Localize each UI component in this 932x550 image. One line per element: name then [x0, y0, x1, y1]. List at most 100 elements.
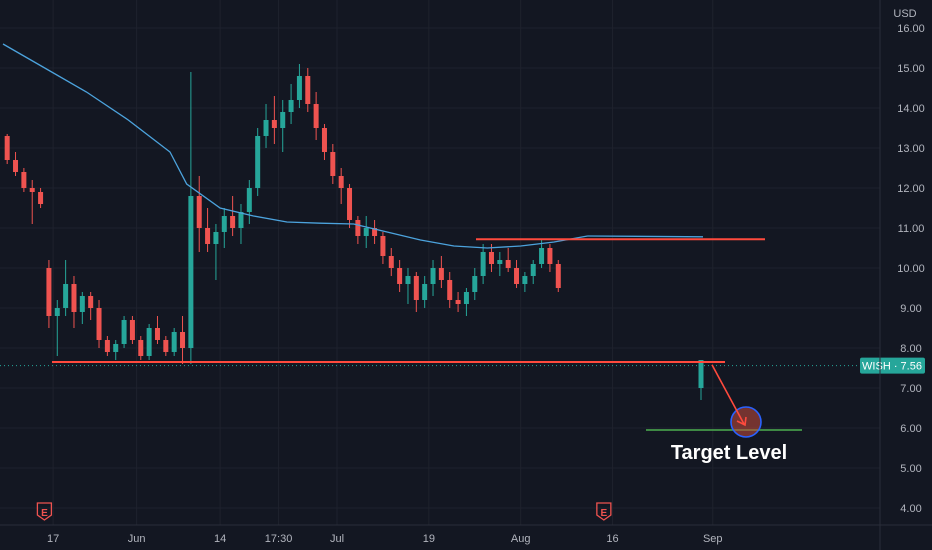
candle-body	[38, 192, 44, 204]
candle-body	[405, 276, 411, 284]
x-tick-label: 16	[606, 533, 618, 545]
candle-body	[430, 268, 436, 284]
candle-series	[4, 64, 704, 400]
candle-body	[13, 160, 19, 172]
candle-body	[296, 76, 302, 100]
candle-body	[338, 176, 344, 188]
y-tick-label: 11.00	[898, 223, 925, 235]
ma-line	[2, 43, 588, 249]
candle-body	[196, 196, 202, 228]
x-tick-label: Jul	[330, 533, 344, 545]
currency-label: USD	[893, 8, 916, 20]
y-tick-label: 10.00	[897, 263, 925, 275]
candle-body	[472, 276, 478, 292]
candle-body	[488, 252, 494, 264]
target-level-label: Target Level	[671, 442, 787, 464]
earnings-label: E	[601, 508, 608, 519]
earnings-marker[interactable]: E	[36, 502, 53, 521]
candle-body	[305, 76, 311, 104]
candle-body	[171, 332, 177, 352]
candle-body	[422, 284, 428, 300]
candle-body	[4, 136, 10, 160]
candle-body	[505, 260, 511, 268]
candle-body	[96, 308, 102, 340]
candle-body	[146, 328, 152, 356]
candle-body	[71, 284, 77, 312]
candle-body	[522, 276, 528, 284]
candle-body	[246, 188, 252, 212]
y-tick-label: 6.00	[900, 423, 921, 435]
candle-body	[355, 220, 361, 236]
candle-body	[54, 308, 60, 316]
candle-body	[397, 268, 403, 284]
y-tick-label: 7.00	[900, 383, 921, 395]
candle-body	[213, 232, 219, 244]
x-tick-label: 17	[47, 533, 59, 545]
candle-body	[271, 120, 277, 128]
candle-body	[154, 328, 160, 340]
y-tick-label: 13.00	[897, 143, 925, 155]
candle-body	[163, 340, 169, 352]
time-axis[interactable]: 17 Jun 14 17:30 Jul 19 Aug 16 Sep E E	[0, 502, 932, 545]
x-tick-label: Jun	[128, 533, 146, 545]
candle-body	[263, 120, 269, 136]
candle-body	[313, 104, 319, 128]
candle-body	[555, 264, 561, 288]
target-arrow	[711, 364, 745, 425]
candle-body	[497, 260, 503, 264]
x-tick-label: 17:30	[265, 533, 293, 545]
candle-body	[321, 128, 327, 152]
candle-body	[238, 212, 244, 228]
gap-candle-body	[698, 360, 704, 388]
y-tick-label: 8.00	[900, 343, 921, 355]
candle-body	[347, 188, 353, 220]
candle-body	[255, 136, 261, 188]
x-tick-label: 19	[423, 533, 435, 545]
grid	[0, 0, 880, 525]
candle-body	[113, 344, 119, 352]
x-tick-label: Aug	[511, 533, 531, 545]
candle-body	[221, 216, 227, 232]
candle-body	[413, 276, 419, 300]
candle-body	[29, 188, 35, 192]
candle-body	[380, 236, 386, 256]
candle-body	[280, 112, 286, 128]
candle-body	[514, 268, 520, 284]
price-axis[interactable]: 4.00 5.00 6.00 7.00 8.00 9.00 10.00 11.00 12.00 1…	[879, 0, 925, 550]
y-tick-label: 9.00	[900, 303, 921, 315]
candle-body	[455, 300, 461, 304]
candle-body	[129, 320, 135, 340]
candle-body	[230, 216, 236, 228]
y-tick-label: 16.00	[897, 23, 925, 35]
candle-body	[539, 248, 545, 264]
candle-body	[363, 228, 369, 236]
candle-body	[121, 320, 127, 344]
y-tick-label: 5.00	[900, 463, 921, 475]
candle-body	[330, 152, 336, 176]
candle-body	[21, 172, 27, 188]
candle-body	[388, 256, 394, 268]
candle-body	[180, 332, 186, 348]
price-tag-text: WISH · 7.56	[862, 361, 922, 373]
earnings-marker[interactable]: E	[596, 502, 612, 521]
x-tick-label: Sep	[703, 533, 723, 545]
candle-body	[463, 292, 469, 304]
annotations: Target Level WISH · 7.56	[0, 238, 925, 464]
candle-body	[530, 264, 536, 276]
candle-body	[547, 248, 553, 264]
candle-body	[63, 284, 69, 308]
candle-body	[104, 340, 110, 352]
y-tick-label: 12.00	[897, 183, 925, 195]
candle-body	[79, 296, 85, 312]
ma-line-extension	[587, 235, 704, 238]
y-tick-label: 14.00	[897, 103, 925, 115]
candle-body	[288, 100, 294, 112]
y-tick-label: 15.00	[897, 63, 925, 75]
candle-body	[46, 268, 52, 316]
candle-body	[88, 296, 94, 308]
target-arrow-head	[736, 416, 747, 427]
candle-body	[372, 228, 378, 236]
price-tag	[860, 357, 925, 374]
